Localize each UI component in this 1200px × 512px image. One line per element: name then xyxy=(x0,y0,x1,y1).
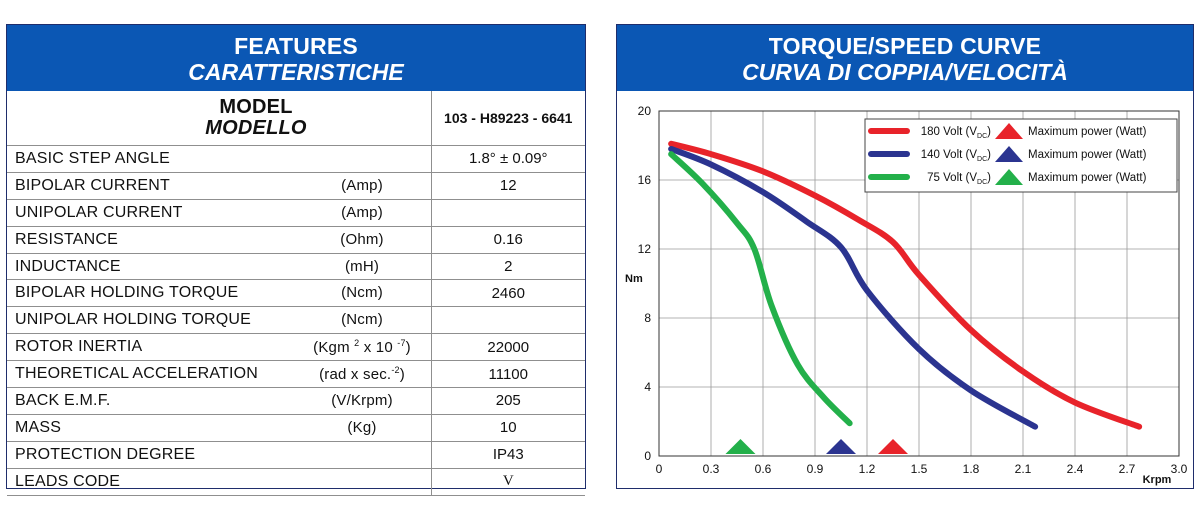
legend-label-2: 75 Volt (VDC) xyxy=(927,172,991,186)
x-tick-label: 0.3 xyxy=(703,462,720,476)
spec-name: BIPOLAR CURRENT (Amp) xyxy=(7,172,431,200)
spec-unit: (Ncm) xyxy=(341,311,383,329)
spec-unit: (Kg) xyxy=(347,418,377,436)
model-code: 103 - H89223 - 6641 xyxy=(444,109,573,126)
series-line-0 xyxy=(668,140,1143,430)
features-panel: FEATURES CARATTERISTICHE MODEL MODELLO 1… xyxy=(6,24,586,496)
spec-value: 1.8° ± 0.09° xyxy=(430,145,585,173)
spec-row: BIPOLAR HOLDING TORQUE (Ncm) 2460 xyxy=(7,279,585,308)
spec-value: 10 xyxy=(430,414,585,442)
spec-value xyxy=(430,306,585,335)
chart-header: TORQUE/SPEED CURVE CURVA DI COPPIA/VELOC… xyxy=(617,25,1193,91)
spec-row: MASS (Kg) 10 xyxy=(7,414,585,442)
legend-marker-1 xyxy=(995,146,1023,162)
spec-row: BIPOLAR CURRENT (Amp) 12 xyxy=(7,172,585,200)
model-label: MODEL xyxy=(219,96,293,118)
spec-value: 12 xyxy=(430,172,585,200)
spec-row: PROTECTION DEGREE IP43 xyxy=(7,441,585,469)
spec-name: BIPOLAR HOLDING TORQUE (Ncm) xyxy=(7,279,431,308)
spec-unit: (Amp) xyxy=(341,176,383,194)
model-label-italian: MODELLO xyxy=(205,117,307,139)
plot-frame xyxy=(658,110,1180,457)
spec-name: RESISTANCE (Ohm) xyxy=(7,226,431,254)
features-title: FEATURES xyxy=(234,33,358,59)
max-power-marker-0 xyxy=(878,439,908,454)
series-line-1 xyxy=(668,145,1039,430)
legend-marker-2 xyxy=(995,169,1023,185)
x-tick-label: 1.8 xyxy=(963,462,980,476)
spec-name: THEORETICAL ACCELERATION (rad x sec.-2) xyxy=(7,360,431,389)
y-tick-label: 16 xyxy=(638,173,652,187)
x-axis-label: Krpm xyxy=(1143,474,1172,486)
max-power-marker-1 xyxy=(826,439,856,454)
model-row: MODEL MODELLO 103 - H89223 - 6641 xyxy=(7,91,585,146)
spec-name: LEADS CODE xyxy=(7,468,431,496)
legend-marker-label-1: Maximum power (Watt) xyxy=(1028,149,1147,161)
spec-name: PROTECTION DEGREE xyxy=(7,441,431,469)
spec-name: UNIPOLAR CURRENT (Amp) xyxy=(7,199,431,227)
spec-row: UNIPOLAR CURRENT (Amp) xyxy=(7,199,585,227)
spec-unit: (Ohm) xyxy=(340,230,384,248)
spec-row: BACK E.M.F. (V/Krpm) 205 xyxy=(7,387,585,415)
x-tick-label: 2.1 xyxy=(1015,462,1032,476)
legend-marker-label-2: Maximum power (Watt) xyxy=(1028,172,1147,184)
spec-row: INDUCTANCE (mH) 2 xyxy=(7,253,585,281)
x-tick-label: 0.6 xyxy=(755,462,772,476)
y-tick-label: 12 xyxy=(638,242,652,256)
spec-unit: (rad x sec.-2) xyxy=(319,365,405,384)
spec-unit: (mH) xyxy=(344,257,380,275)
spec-value xyxy=(430,199,585,227)
x-tick-label: 2.4 xyxy=(1067,462,1084,476)
x-tick-label: 1.5 xyxy=(911,462,928,476)
spec-name: INDUCTANCE (mH) xyxy=(7,253,431,281)
y-tick-label: 0 xyxy=(644,449,651,463)
x-tick-label: 3.0 xyxy=(1171,462,1188,476)
series-line-2 xyxy=(668,151,853,427)
spec-value: 0.16 xyxy=(430,226,585,254)
x-tick-label: 1.2 xyxy=(859,462,876,476)
spec-name: BASIC STEP ANGLE xyxy=(7,145,431,173)
spec-row: RESISTANCE (Ohm) 0.16 xyxy=(7,226,585,254)
spec-row: BASIC STEP ANGLE 1.8° ± 0.09° xyxy=(7,145,585,173)
spec-row: ROTOR INERTIA (Kgm 2 x 10 -7) 22000 xyxy=(7,333,585,362)
y-tick-label: 20 xyxy=(638,104,652,118)
spec-value: 2460 xyxy=(430,279,585,308)
y-tick-label: 4 xyxy=(644,380,651,394)
spec-name: BACK E.M.F. (V/Krpm) xyxy=(7,387,431,415)
legend-label-1: 140 Volt (VDC) xyxy=(921,149,991,163)
spec-unit: (V/Krpm) xyxy=(331,392,393,410)
spec-name: MASS (Kg) xyxy=(7,414,431,442)
spec-row: LEADS CODE V xyxy=(7,468,585,496)
chart-title-italian: CURVA DI COPPIA/VELOCITÀ xyxy=(742,59,1068,85)
max-power-marker-2 xyxy=(725,439,756,454)
x-tick-label: 0 xyxy=(656,462,663,476)
features-title-italian: CARATTERISTICHE xyxy=(188,59,404,85)
spec-name: ROTOR INERTIA (Kgm 2 x 10 -7) xyxy=(7,333,431,362)
x-tick-label: 2.7 xyxy=(1119,462,1136,476)
spec-row: THEORETICAL ACCELERATION (rad x sec.-2) 11… xyxy=(7,360,585,389)
chart-panel: TORQUE/SPEED CURVE CURVA DI COPPIA/VELOC… xyxy=(616,24,1194,489)
spec-value: 11100 xyxy=(430,360,585,389)
spec-value: 22000 xyxy=(430,333,585,362)
spec-value: V xyxy=(430,468,585,496)
features-header: FEATURES CARATTERISTICHE xyxy=(7,25,585,91)
spec-unit: (Kgm 2 x 10 -7) xyxy=(313,338,411,357)
legend-marker-label-0: Maximum power (Watt) xyxy=(1028,126,1147,138)
spec-value: IP43 xyxy=(430,441,585,469)
y-axis-label: Nm xyxy=(625,273,643,285)
spec-value: 2 xyxy=(430,253,585,281)
spec-name: UNIPOLAR HOLDING TORQUE (Ncm) xyxy=(7,306,431,335)
features-table: MODEL MODELLO 103 - H89223 - 6641 BASIC … xyxy=(7,91,585,496)
legend-label-0: 180 Volt (VDC) xyxy=(921,126,991,140)
chart-title: TORQUE/SPEED CURVE xyxy=(768,33,1042,59)
legend-box xyxy=(864,118,1178,193)
spec-unit: (Amp) xyxy=(341,203,383,221)
torque-speed-chart: 0 0.3 0.6 0.9 1.2 1.5 1.8 2.1 2.4 2.7 3.0 0 4 8 12 16 20… xyxy=(625,104,1188,486)
spec-row: UNIPOLAR HOLDING TORQUE (Ncm) xyxy=(7,306,585,335)
spec-unit: (Ncm) xyxy=(341,284,383,302)
spec-value: 205 xyxy=(430,387,585,415)
y-tick-label: 8 xyxy=(644,311,651,325)
legend-marker-0 xyxy=(995,123,1023,139)
x-tick-label: 0.9 xyxy=(807,462,824,476)
